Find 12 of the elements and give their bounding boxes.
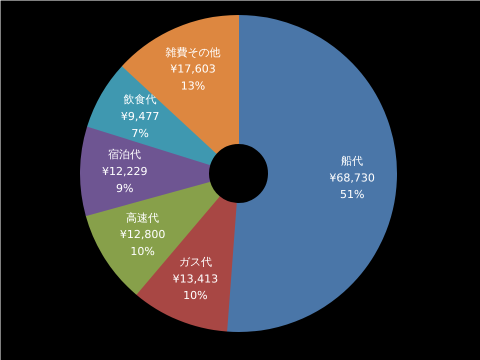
- slice-label: 高速代: [126, 211, 160, 224]
- data-label: ¥12,229 9%: [102, 165, 148, 195]
- slice-label: 宿泊代: [108, 148, 142, 162]
- data-label: ¥13,413 10%: [172, 272, 218, 302]
- slice-label: 雑費その他: [165, 46, 220, 59]
- data-label: ¥17,603 13%: [170, 62, 216, 93]
- slice-label: 飲食代: [124, 93, 157, 106]
- slice-label: 船代: [341, 154, 364, 168]
- data-label: ¥12,800 10%: [120, 228, 166, 258]
- data-label: ¥68,730 51%: [329, 171, 375, 202]
- data-label: ¥9,477 7%: [120, 110, 160, 140]
- slice-label: ガス代: [178, 255, 212, 268]
